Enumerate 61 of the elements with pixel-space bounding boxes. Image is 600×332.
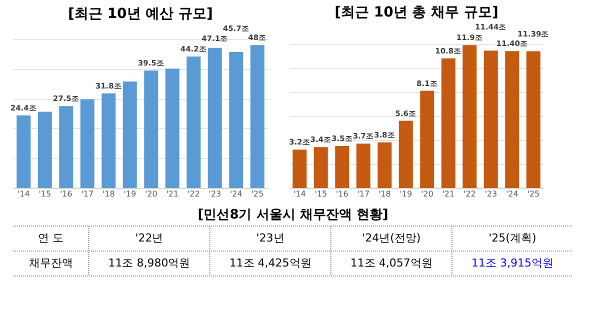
bar bbox=[505, 51, 520, 188]
x-tick-label: '17 bbox=[357, 190, 370, 198]
x-tick-label: '15 bbox=[314, 190, 328, 198]
bar bbox=[314, 147, 328, 188]
bar bbox=[165, 68, 180, 188]
bar bbox=[398, 120, 413, 188]
bar bbox=[356, 144, 370, 188]
chart-title: [최근 10년 총 채무 규모] bbox=[334, 4, 498, 21]
x-tick-label: '17 bbox=[81, 190, 94, 198]
x-tick-label: '23년 bbox=[256, 232, 284, 244]
chart-title: [민선8기 서울시 채무잔액 현황] bbox=[198, 208, 388, 222]
bar bbox=[102, 93, 116, 188]
x-tick-label: '15 bbox=[38, 190, 52, 198]
text: 11조 3,915억원 bbox=[471, 256, 554, 270]
x-tick-label: '19 bbox=[124, 190, 136, 198]
bar bbox=[16, 115, 31, 188]
bar bbox=[122, 81, 137, 188]
bar bbox=[250, 45, 264, 188]
text: 11조 4,425억원 bbox=[229, 256, 312, 270]
bar bbox=[420, 90, 434, 188]
x-tick-label: '22 bbox=[187, 190, 200, 198]
bar bbox=[484, 50, 498, 188]
x-tick-label: '22년 bbox=[135, 232, 164, 244]
x-tick-label: '24년(전망) bbox=[362, 232, 421, 244]
bar bbox=[441, 58, 456, 188]
x-tick-label: '21 bbox=[442, 190, 455, 198]
x-axis-title: 연 도 bbox=[38, 232, 64, 244]
bar bbox=[38, 112, 52, 188]
x-tick-label: '25 bbox=[251, 190, 264, 198]
x-tick-label: '25 bbox=[527, 190, 540, 198]
bar bbox=[144, 70, 158, 188]
y-tick-label: 채무잔액 bbox=[28, 256, 73, 270]
bar bbox=[186, 56, 201, 188]
bar bbox=[292, 150, 307, 188]
x-tick-label: '20 bbox=[420, 190, 434, 198]
bar bbox=[462, 45, 477, 188]
bar bbox=[80, 99, 94, 188]
x-tick-label: '18 bbox=[378, 190, 391, 198]
bar bbox=[335, 146, 350, 188]
x-tick-label: '21 bbox=[166, 190, 179, 198]
x-tick-label: '25(계획) bbox=[488, 232, 536, 244]
x-tick-label: '16 bbox=[60, 190, 72, 198]
bar bbox=[59, 106, 74, 188]
x-tick-label: '24 bbox=[230, 190, 242, 198]
x-tick-label: '14 bbox=[293, 190, 306, 198]
x-tick-label: '20 bbox=[144, 190, 158, 198]
x-tick-label: '23 bbox=[484, 190, 498, 198]
x-tick-label: '23 bbox=[208, 190, 222, 198]
x-tick-label: '18 bbox=[102, 190, 115, 198]
chart-title: [최근 10년 예산 규모] bbox=[68, 6, 213, 22]
bar bbox=[526, 51, 540, 188]
x-tick-label: '24 bbox=[506, 190, 518, 198]
text: 11조 8,980억원 bbox=[108, 256, 190, 270]
x-tick-label: '16 bbox=[336, 190, 348, 198]
text: 11조 4,057억원 bbox=[350, 256, 432, 270]
x-tick-label: '22 bbox=[463, 190, 476, 198]
x-tick-label: '14 bbox=[17, 190, 30, 198]
x-tick-label: '19 bbox=[400, 190, 412, 198]
bar bbox=[208, 48, 222, 188]
bar bbox=[229, 52, 244, 188]
bar bbox=[378, 142, 392, 188]
